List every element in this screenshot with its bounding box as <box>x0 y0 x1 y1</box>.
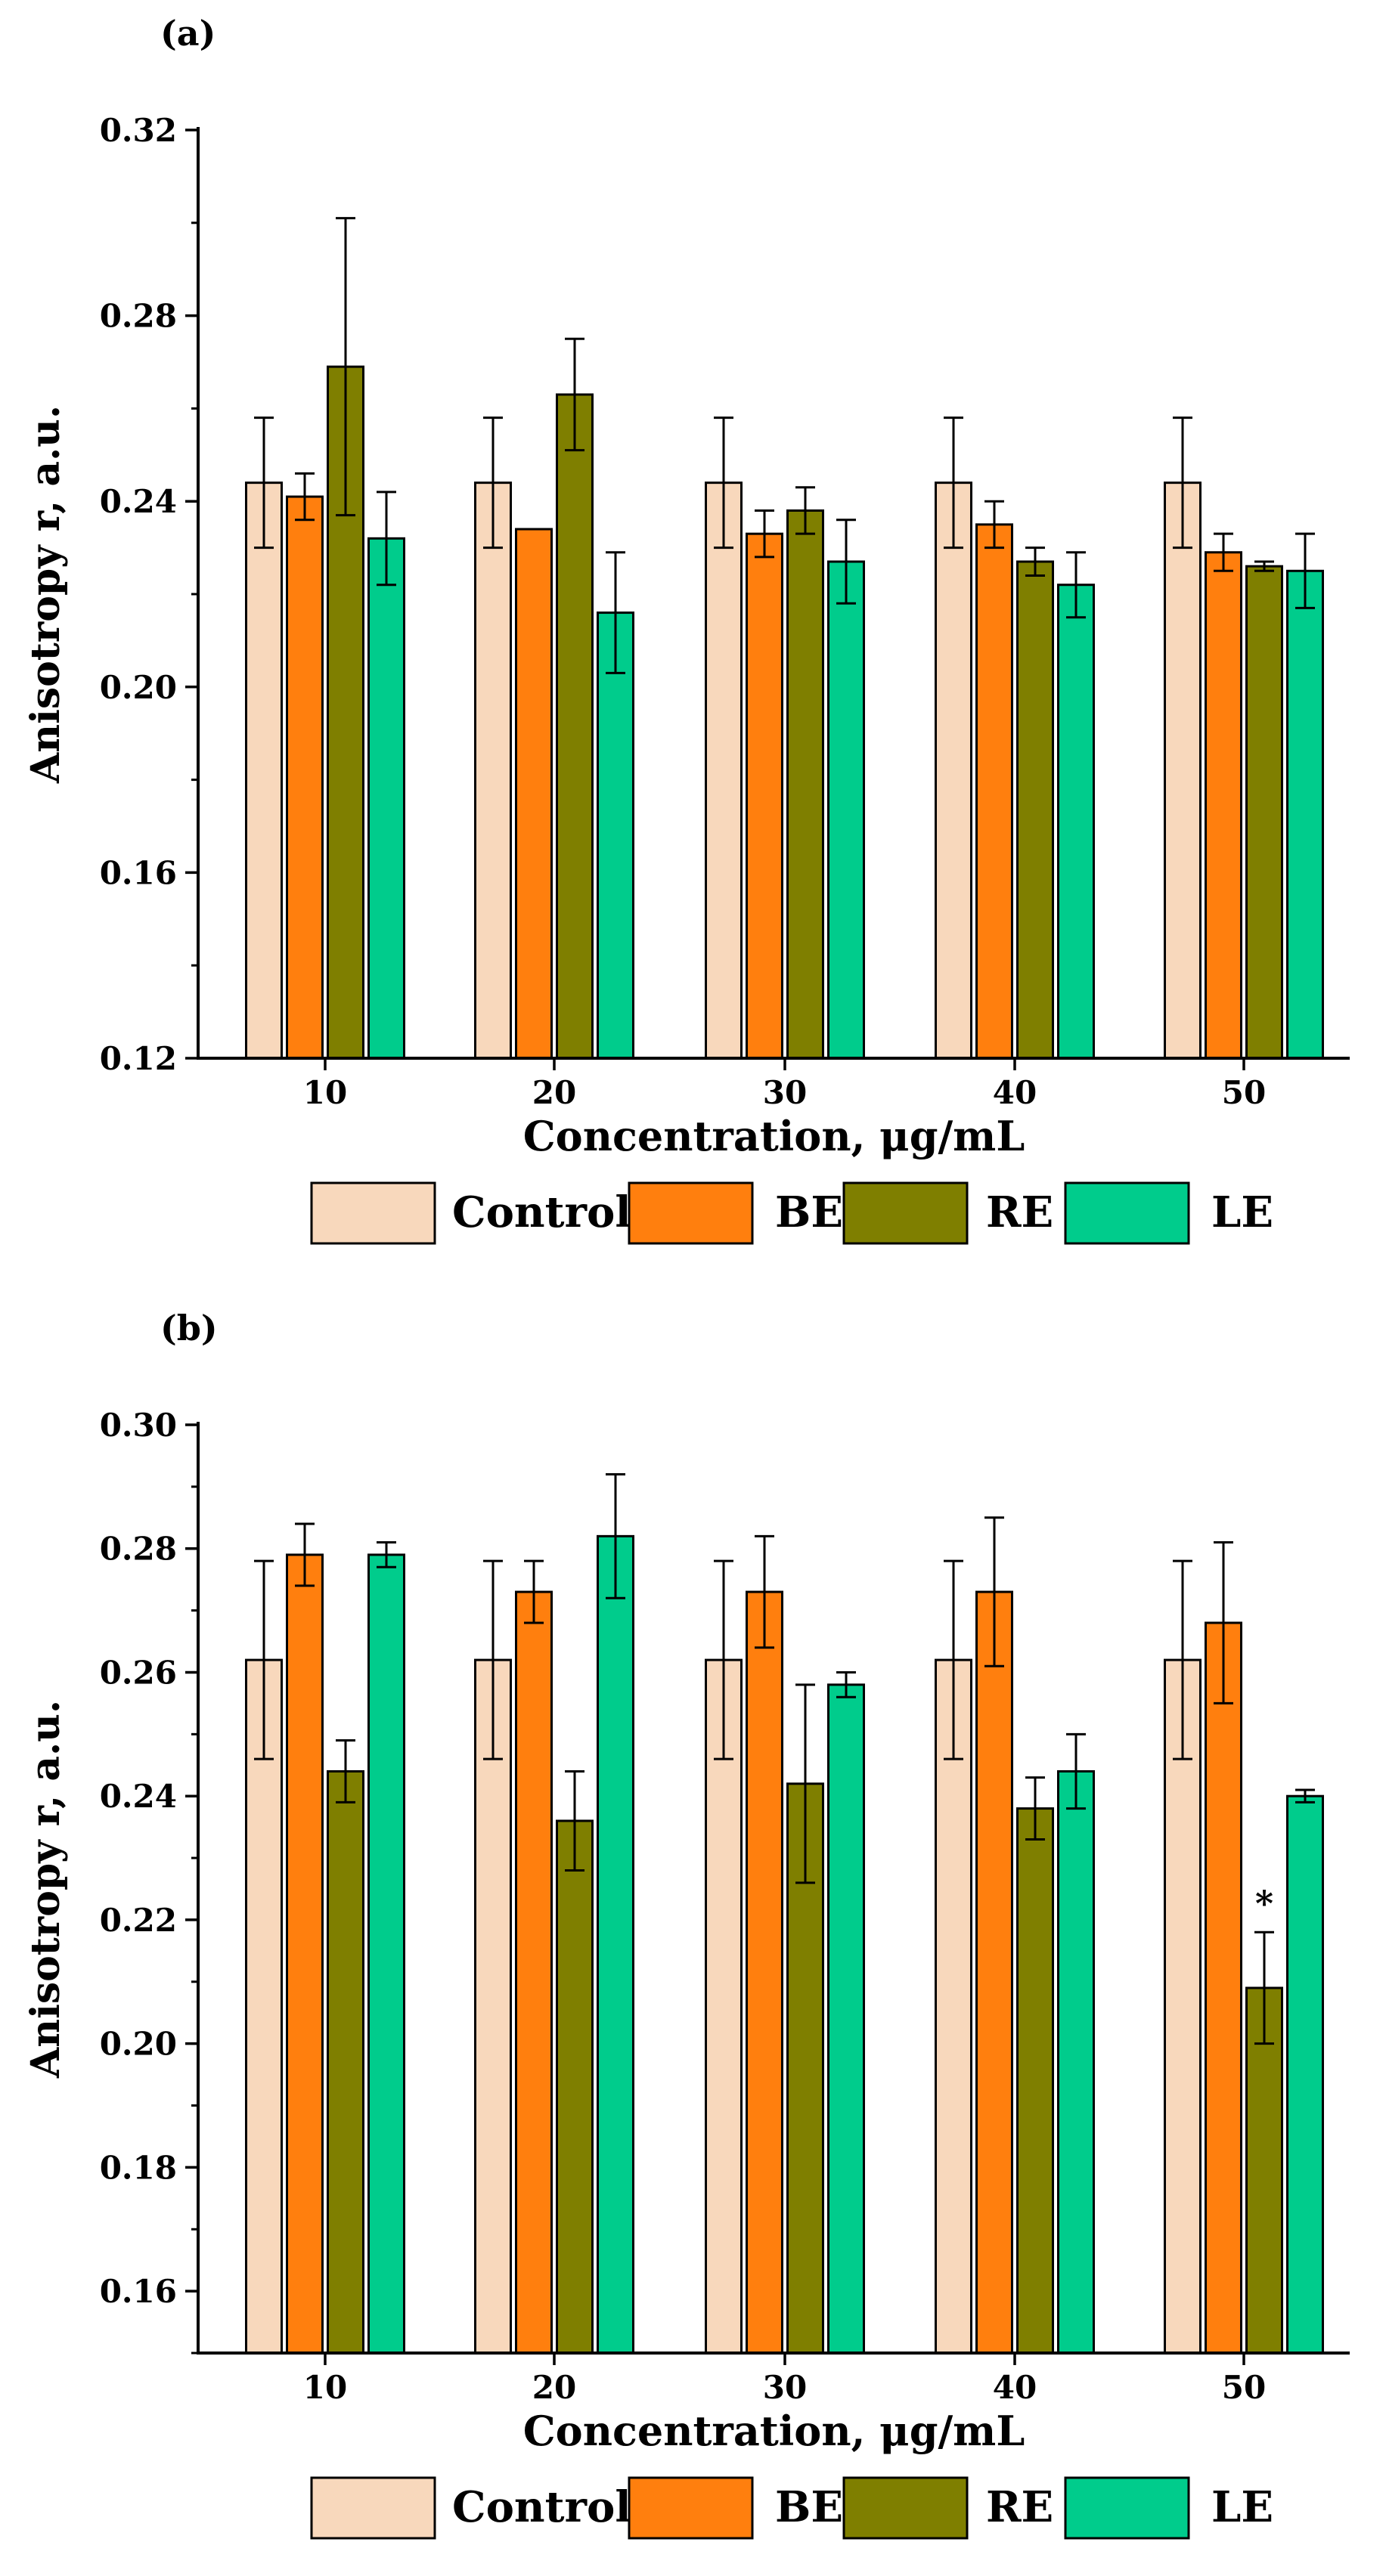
bar-re-20 <box>556 393 594 1060</box>
y-tick-label: 0.32 <box>100 112 177 149</box>
legend-swatch-le <box>1064 1181 1190 1245</box>
y-axis-title: Anisotropy r, a.u. <box>23 1700 69 2079</box>
bar-le-40 <box>1057 1769 1095 2355</box>
legend-swatch-le <box>1064 2476 1190 2540</box>
y-tick-label: 0.28 <box>100 1531 177 1568</box>
bar-be-40 <box>975 1590 1013 2355</box>
y-tick-label: 0.30 <box>100 1407 177 1444</box>
x-tick-label: 40 <box>993 1074 1037 1111</box>
bar-be-20 <box>515 1590 553 2355</box>
bar-control-40 <box>935 481 972 1060</box>
legend-swatch-control <box>310 2476 436 2540</box>
y-tick-label: 0.18 <box>100 2149 177 2186</box>
y-tick-label: 0.24 <box>100 1778 177 1815</box>
bar-be-20 <box>515 528 553 1060</box>
bar-control-50 <box>1164 481 1202 1060</box>
bar-control-20 <box>474 481 512 1060</box>
bar-be-40 <box>975 523 1013 1060</box>
bar-le-50 <box>1286 569 1324 1060</box>
legend-label-le: LE <box>1211 2482 1273 2532</box>
x-tick-label: 50 <box>1222 1074 1266 1111</box>
bar-control-20 <box>474 1658 512 2355</box>
legend-swatch-re <box>842 1181 969 1245</box>
x-tick-label: 40 <box>993 2369 1037 2406</box>
x-tick-label: 30 <box>763 1074 807 1111</box>
bar-le-30 <box>827 1683 865 2355</box>
x-axis-title: Concentration, μg/mL <box>523 1112 1025 1160</box>
significance-marker: * <box>1255 1883 1273 1924</box>
legend-label-re: RE <box>986 1187 1053 1237</box>
bar-re-10 <box>327 1769 364 2355</box>
y-tick-label: 0.16 <box>100 854 177 891</box>
bar-be-30 <box>746 532 783 1060</box>
legend-label-be: BE <box>775 2482 843 2532</box>
y-tick-label: 0.12 <box>100 1040 177 1077</box>
chart-panel-a: (a) 0.12 0.16 0.20 0.24 0.28 0.32 10 20 30 40 50 Con… <box>23 13 1350 1245</box>
panel-label: (b) <box>160 1308 218 1348</box>
bar-be-50 <box>1205 551 1242 1060</box>
bar-re-20 <box>556 1819 594 2355</box>
bar-le-30 <box>827 560 865 1060</box>
y-axis-title: Anisotropy r, a.u. <box>23 405 69 784</box>
legend-swatch-control <box>310 1181 436 1245</box>
bar-re-40 <box>1016 1807 1054 2355</box>
legend-swatch-be <box>628 2476 754 2540</box>
bar-control-10 <box>245 1658 283 2355</box>
legend-label-control: Control <box>452 2482 631 2532</box>
x-tick-label: 30 <box>763 2369 807 2406</box>
bar-control-30 <box>705 1658 743 2355</box>
y-tick-label: 0.28 <box>100 298 177 335</box>
legend-swatch-be <box>628 1181 754 1245</box>
y-tick-label: 0.16 <box>100 2273 177 2310</box>
y-tick-label: 0.24 <box>100 483 177 520</box>
y-tick-label: 0.26 <box>100 1654 177 1691</box>
legend-label-be: BE <box>775 1187 843 1237</box>
bar-le-10 <box>367 537 405 1060</box>
bar-re-30 <box>786 509 824 1060</box>
legend-label-le: LE <box>1211 1187 1273 1237</box>
x-tick-label: 10 <box>303 2369 347 2406</box>
bar-control-10 <box>245 481 283 1060</box>
x-tick-label: 10 <box>303 1074 347 1111</box>
chart-panel-b: (b) 0.16 0.18 0.20 0.22 0.24 0.26 0.28 0.30 * 10 20… <box>23 1308 1350 2540</box>
bar-control-50 <box>1164 1658 1202 2355</box>
bar-le-50 <box>1286 1794 1324 2355</box>
bar-be-10 <box>286 495 324 1060</box>
x-tick-label: 20 <box>532 1074 576 1111</box>
x-tick-label: 20 <box>532 2369 576 2406</box>
bar-le-40 <box>1057 584 1095 1060</box>
bar-re-50 <box>1245 565 1283 1060</box>
bar-re-40 <box>1016 560 1054 1060</box>
panel-label: (a) <box>160 13 215 54</box>
bar-be-30 <box>746 1590 783 2355</box>
bar-control-30 <box>705 481 743 1060</box>
legend-label-control: Control <box>452 1187 631 1237</box>
x-axis-title: Concentration, μg/mL <box>523 2407 1025 2455</box>
bar-le-10 <box>367 1553 405 2355</box>
y-tick-label: 0.20 <box>100 2026 177 2063</box>
bar-be-10 <box>286 1553 324 2355</box>
bar-control-40 <box>935 1658 972 2355</box>
legend-label-re: RE <box>986 2482 1053 2532</box>
x-tick-label: 50 <box>1222 2369 1266 2406</box>
bar-be-50 <box>1205 1621 1242 2355</box>
y-tick-label: 0.22 <box>100 1902 177 1939</box>
legend-swatch-re <box>842 2476 969 2540</box>
y-tick-label: 0.20 <box>100 669 177 706</box>
bar-le-20 <box>597 1534 634 2355</box>
bar-le-20 <box>597 611 634 1060</box>
